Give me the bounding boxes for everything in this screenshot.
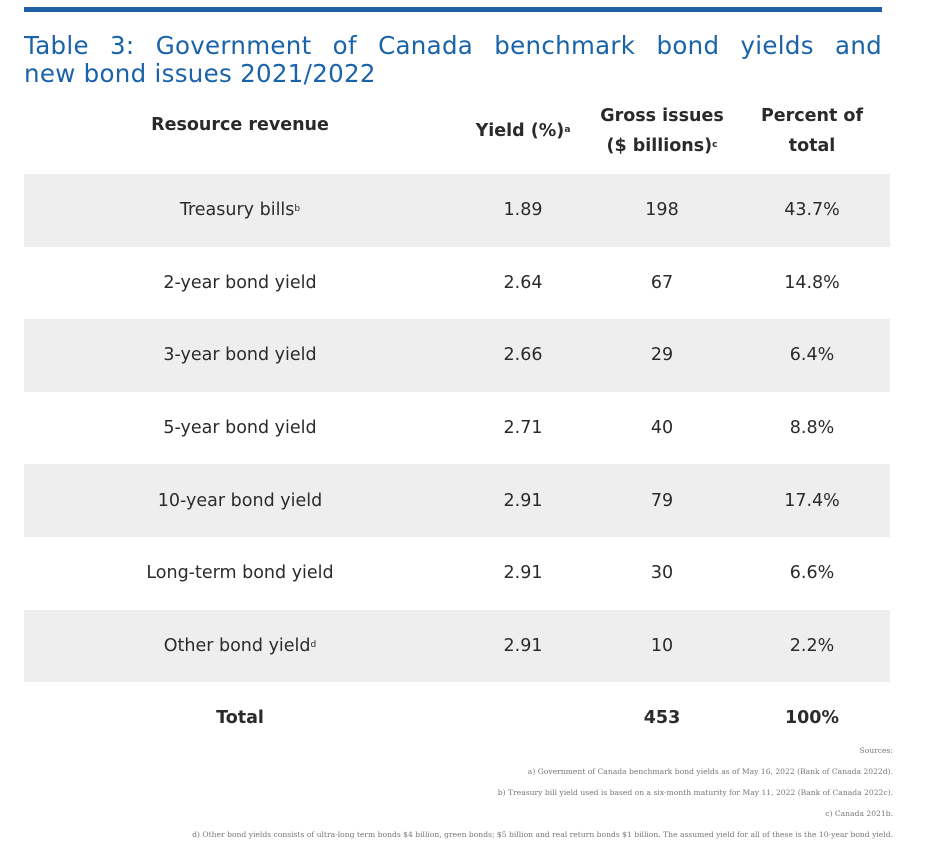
row-label: Other bond yieldd [163,635,317,656]
title-word: yields [740,31,814,60]
table-row: Other bond yieldd 2.91 10 2.2% [24,609,890,683]
title-word: of [332,31,357,60]
row-label: 10-year bond yield [157,490,323,511]
table-row: Long-term bond yield 2.91 30 6.6% [24,537,890,610]
row-label: Treasury billsb [179,200,301,221]
sources-heading: Sources: [859,746,894,755]
table-title: Table 3: Government of Canada benchmark … [24,32,882,88]
row-gross: 79 [650,490,674,511]
title-line-2: new bond issues 2021/2022 [24,59,376,88]
table-row: 10-year bond yield 2.91 79 17.4% [24,464,890,537]
row-label: 3-year bond yield [163,345,317,366]
sources-notes: Sources: a) Government of Canada benchma… [192,740,893,845]
header-resource-revenue: Resource revenue [151,115,329,135]
row-label: Long-term bond yield [146,563,334,584]
row-percent: 8.8% [789,418,835,439]
row-label: 5-year bond yield [163,418,317,439]
top-rule [24,7,882,12]
table-row: 2-year bond yield 2.64 67 14.8% [24,247,890,320]
total-percent: 100% [784,708,840,729]
row-yield: 2.91 [503,563,543,584]
title-word: Canada [378,31,474,60]
row-percent: 17.4% [784,490,840,511]
title-word: 3: [110,31,135,60]
table-row: 5-year bond yield 2.71 40 8.8% [24,392,890,465]
row-percent: 6.4% [789,345,835,366]
table-header: Resource revenue Yield (%)a Gross issues… [24,100,890,170]
row-yield: 2.71 [503,418,543,439]
row-gross: 30 [650,563,674,584]
row-yield: 2.91 [503,490,543,511]
row-yield: 2.91 [503,635,543,656]
total-row: Total 453 100% [24,682,890,755]
total-gross: 453 [643,708,681,729]
title-word: bond [656,31,720,60]
row-gross: 29 [650,345,674,366]
row-gross: 67 [650,272,674,293]
table-row: 3-year bond yield 2.66 29 6.4% [24,319,890,392]
row-percent: 14.8% [784,272,840,293]
table-row: Treasury billsb 1.89 198 43.7% [24,174,890,247]
row-label: 2-year bond yield [163,272,317,293]
title-word: and [835,31,882,60]
title-word: Table [24,31,89,60]
total-label: Total [216,708,264,729]
bond-table: Treasury billsb 1.89 198 43.7% 2-year bo… [24,174,890,755]
footnote-c: c) Canada 2021b. [825,809,893,818]
footnote-d: d) Other bond yields consists of ultra-l… [192,830,893,839]
row-gross: 40 [650,418,674,439]
header-percent-of-total: Percent of total [760,106,864,156]
row-percent: 2.2% [789,635,835,656]
row-percent: 6.6% [789,563,835,584]
row-gross: 198 [645,200,679,221]
footnote-a: a) Government of Canada benchmark bond y… [527,767,893,776]
row-yield: 2.66 [503,345,543,366]
row-gross: 10 [650,635,674,656]
row-percent: 43.7% [784,200,840,221]
header-gross-issues: Gross issues ($ billions)c [600,106,724,156]
title-word: benchmark [494,31,636,60]
row-yield: 1.89 [503,200,543,221]
row-yield: 2.64 [503,272,543,293]
header-yield: Yield (%)a [475,121,571,141]
footnote-b: b) Treasury bill yield used is based on … [497,788,893,797]
title-word: Government [155,31,312,60]
